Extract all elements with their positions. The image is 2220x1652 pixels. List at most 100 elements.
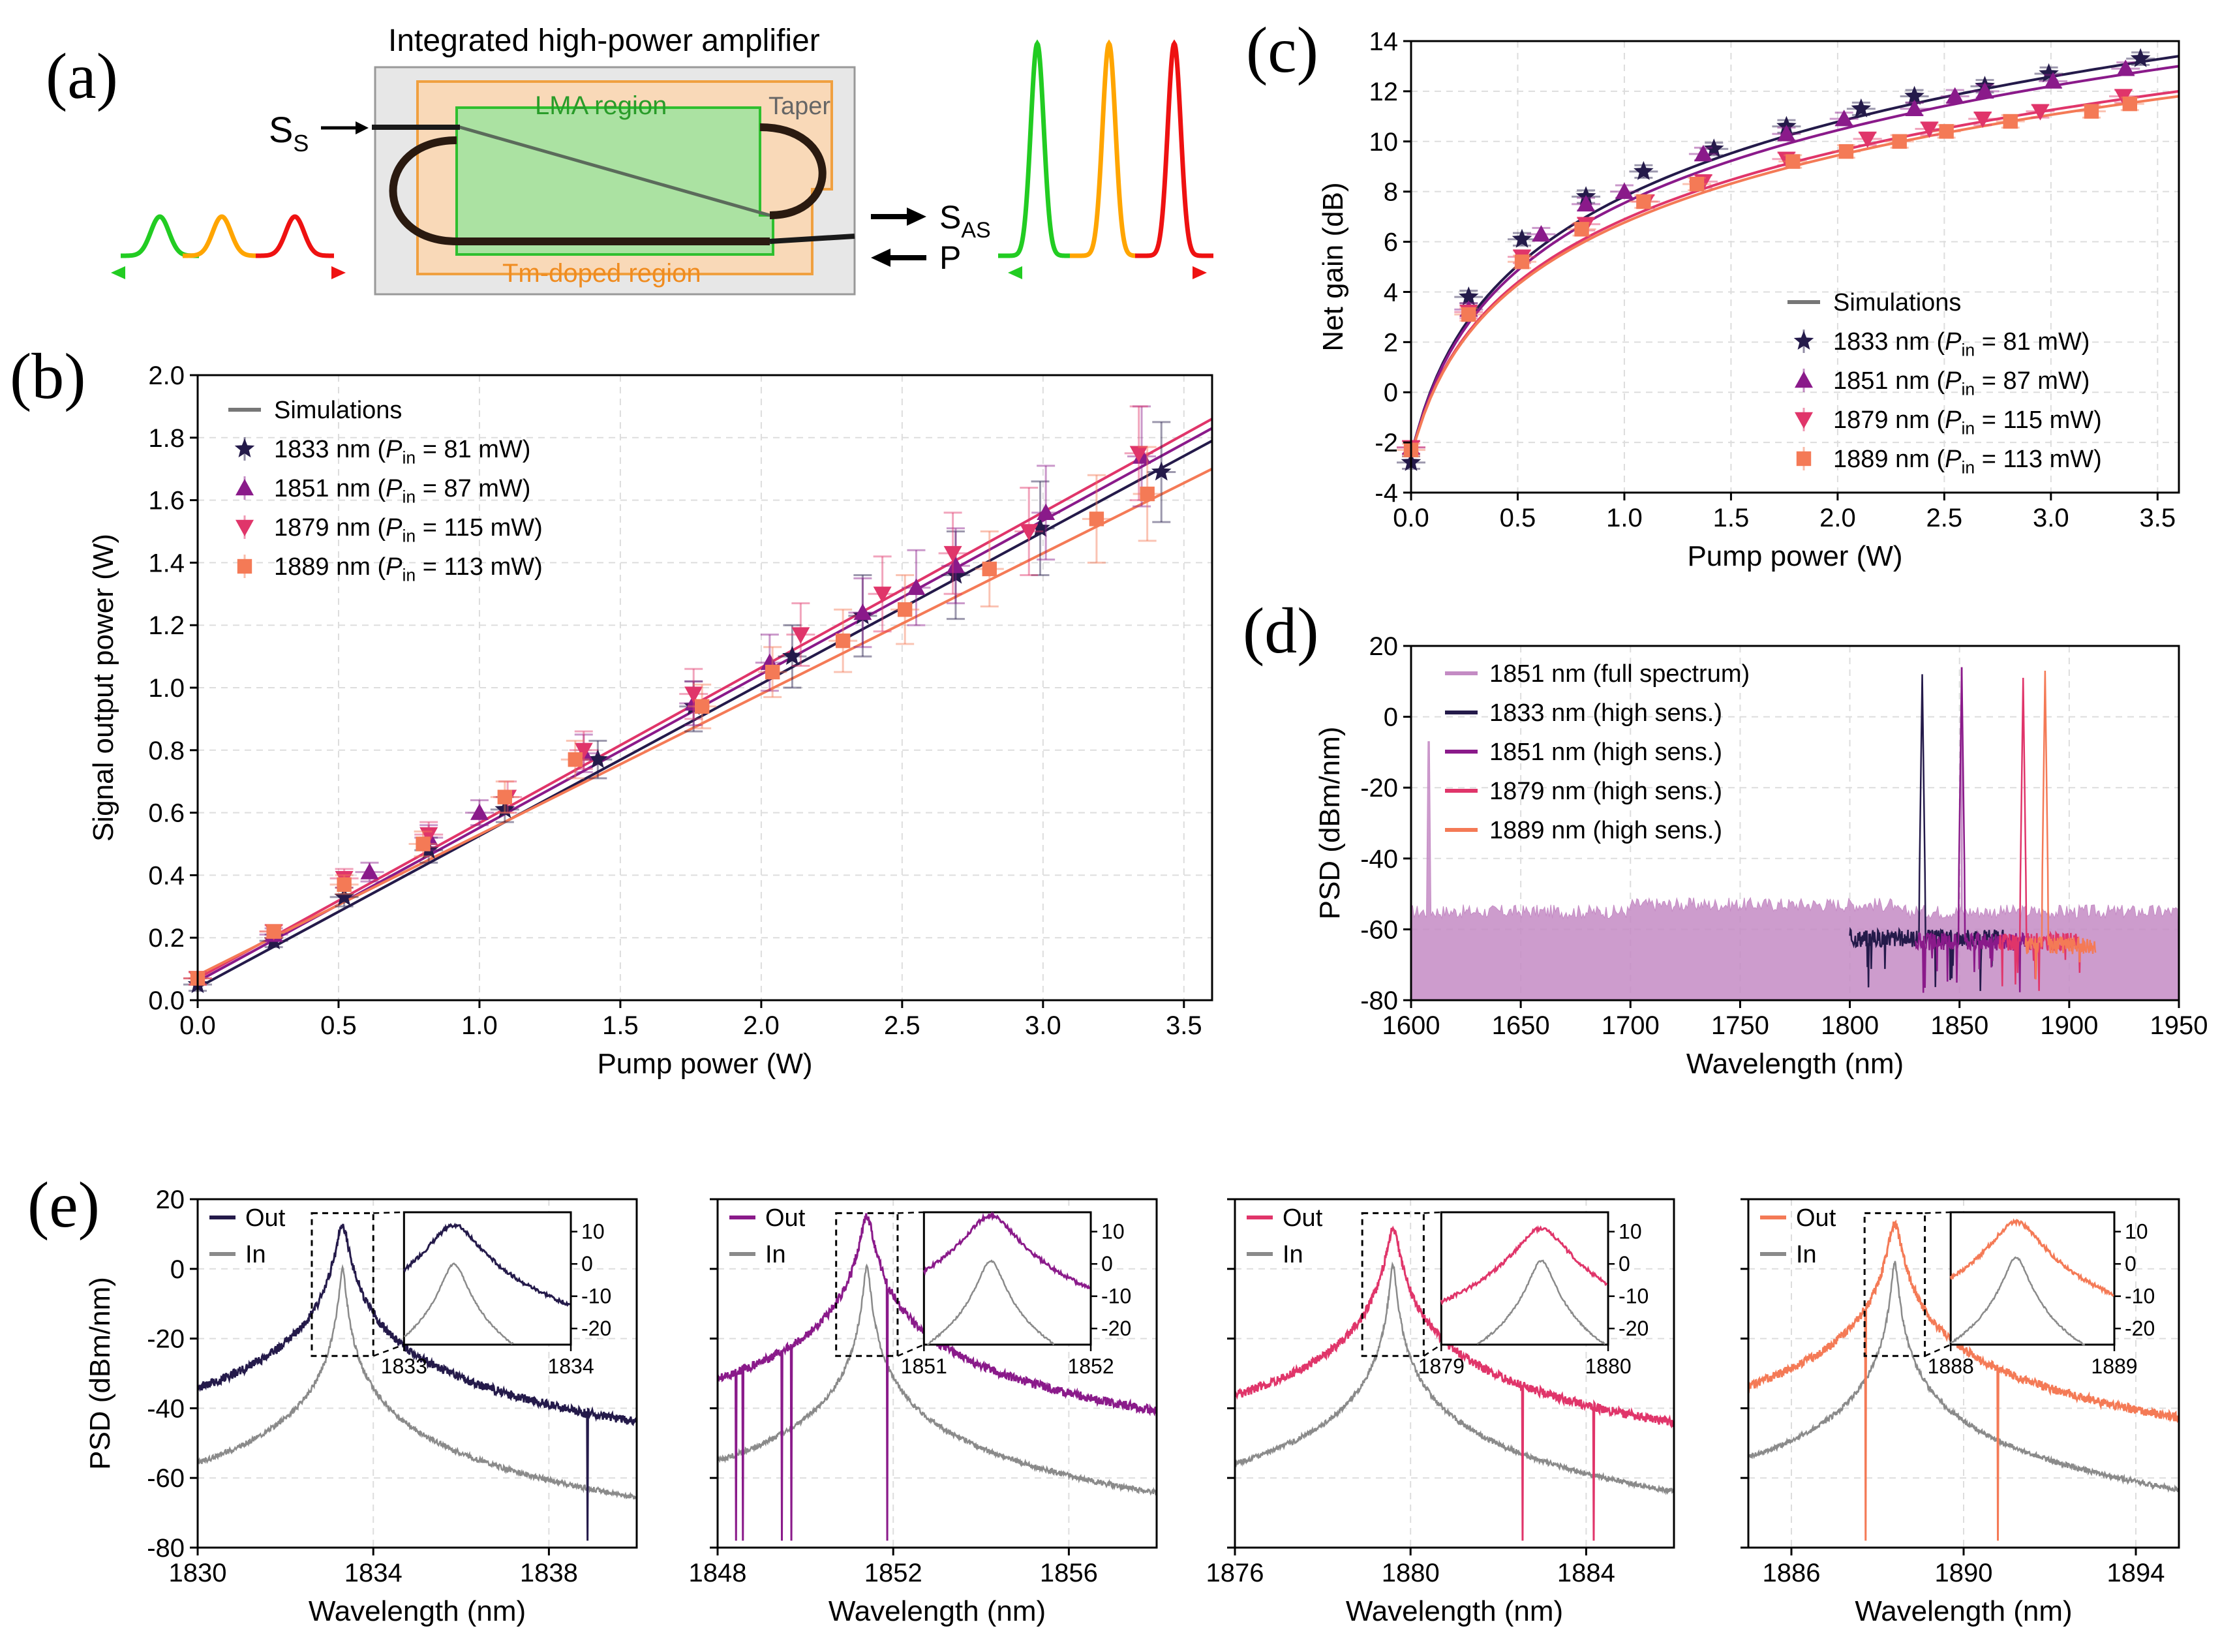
panel-b-xtick-label: 3.0	[1025, 1011, 1061, 1040]
pump-label: P	[939, 239, 961, 276]
panel-c-ytick-label: 6	[1384, 228, 1398, 257]
panel-e-0-inset-ytick-label: 0	[581, 1252, 593, 1276]
panel-a-letter: (a)	[46, 40, 118, 112]
panel-c-legend-marker	[1795, 371, 1813, 388]
panel-e-3-input-trace	[1747, 1261, 2180, 1493]
panel-c-chart: 0.0 0.5 1.0 1.5 2.0 2.5 3.0 3.5 -4 -2 0 2 4 6 8 10 12 14 P…	[1246, 14, 2180, 572]
panel-d-legend-label: 1851 nm (full spectrum)	[1489, 660, 1750, 688]
panel-b-marker-1851-nm	[853, 604, 872, 620]
panel-c-marker-1889-nm	[1786, 154, 1801, 169]
panel-d-frame	[1410, 645, 2180, 1002]
panel-e-0-inset-ytick-label: -20	[581, 1317, 611, 1340]
panel-e-1-frame	[716, 1198, 1158, 1549]
panel-e-2-zoom-connector	[1423, 1343, 1442, 1357]
panel-e-3-inset-output-trace	[1949, 1218, 2114, 1297]
panel-c-marker-1833-nm	[2039, 63, 2059, 83]
panel-d-legend-label: 1851 nm (high sens.)	[1489, 739, 1722, 766]
panel-b-ytick-label: 0.4	[148, 861, 185, 890]
panel-e-1-xtick-label: 1848	[689, 1559, 747, 1587]
panel-c-legend-marker	[1796, 451, 1812, 467]
panel-b-ytick-label: 1.2	[148, 611, 185, 640]
panel-e-3-inset-input-trace	[1950, 1256, 2085, 1346]
panel-b-marker-1833-nm	[945, 564, 966, 584]
panel-c-xtick-label: 2.0	[1819, 504, 1856, 532]
output-spectra-sketch	[998, 39, 1213, 279]
panel-b-legend-marker	[237, 558, 252, 574]
panel-b-marker-1833-nm	[1030, 517, 1050, 537]
panel-c-marker-1851-nm	[1615, 182, 1634, 199]
panel-b-ytick-label: 1.6	[148, 487, 185, 515]
panel-e-2-input-trace	[1234, 1261, 1675, 1495]
panel-e-0-xtick-label: 1830	[169, 1559, 227, 1587]
panel-e-0-ytick-label: -20	[147, 1325, 185, 1354]
panel-c-legend-entry: 1889 nm (Pin = 113 mW)	[1833, 446, 2102, 478]
panel-e-2-frame	[1234, 1198, 1675, 1549]
panel-d-xlabel: Wavelength (nm)	[1686, 1048, 1904, 1080]
panel-e-1-inset-ytick-label: -20	[1101, 1317, 1131, 1340]
panel-b-xtick-label: 3.5	[1166, 1011, 1202, 1040]
panel-d-xtick-label: 1600	[1382, 1011, 1440, 1040]
panel-d-ylabel: PSD (dBm/nm)	[1314, 727, 1346, 920]
panel-b-marker-1851-nm	[907, 578, 926, 595]
panel-d-letter: (d)	[1243, 594, 1319, 667]
panel-c-xtick-label: 0.5	[1500, 504, 1536, 532]
panel-e-1-zoom-connector	[897, 1211, 924, 1214]
panel-d-chart: 1600 1650 1700 1750 1800 1850 1900 1950 -80 -60 -4…	[1243, 594, 2208, 1080]
panel-c-marker-1879-nm	[1973, 111, 1992, 129]
panel-b-marker-1851-nm	[470, 803, 489, 820]
panel-b-marker-1889-nm	[497, 789, 513, 804]
waveguide-loop-right	[759, 123, 827, 219]
panel-b-legend-entry: 1851 nm (Pin = 87 mW)	[274, 475, 530, 507]
panel-b-marker-1851-nm	[946, 557, 965, 574]
panel-e-3-inset-xtick-label: 1888	[1928, 1354, 1974, 1378]
panel-e-0-zoom-box	[311, 1212, 374, 1357]
panel-c-letter: (c)	[1246, 14, 1318, 86]
panel-b-chart: 0.0 0.5 1.0 1.5 2.0 2.5 3.0 3.5 0.0 0.2 0.4 0.6 0.8 1…	[10, 340, 1213, 1080]
panel-e-2-inset-ytick-label: 10	[1619, 1220, 1642, 1244]
panel-b-xtick-label: 0.0	[179, 1011, 216, 1040]
panel-e-0-input-trace	[197, 1264, 637, 1500]
panel-e-2-inset-xtick-label: 1880	[1585, 1354, 1631, 1378]
panel-e-3-inset-xtick-label: 1889	[2091, 1354, 2137, 1378]
tm-label: Tm-doped region	[502, 259, 701, 288]
panel-e-3-legend-in-label: In	[1796, 1241, 1817, 1268]
panel-d-ytick-label: 20	[1369, 632, 1399, 661]
panel-e-1-zoom-connector	[897, 1343, 924, 1357]
panel-b-marker-1889-nm	[416, 836, 431, 851]
panel-e-3-inset-ytick-label: 10	[2125, 1220, 2148, 1244]
panel-c-marker-1889-nm	[1689, 176, 1705, 192]
panel-c-marker-1851-nm	[1834, 110, 1853, 127]
panel-b-legend-marker	[236, 519, 254, 536]
panel-b-legend-entry: 1879 nm (Pin = 115 mW)	[274, 514, 543, 546]
panel-e-1-xtick-label: 1856	[1040, 1559, 1098, 1587]
panel-c-marker-1851-nm	[2044, 72, 2063, 89]
panel-e-0-ytick-label: -40	[147, 1394, 185, 1423]
panel-e-1-zoom-box	[835, 1212, 899, 1357]
panel-e-3-xtick-label: 1890	[1935, 1559, 1993, 1587]
panel-e-3-xtick-label: 1886	[1763, 1559, 1821, 1587]
panel-b-ytick-label: 0.0	[148, 987, 185, 1015]
panel-c-marker-1879-nm	[1858, 131, 1877, 148]
panel-c-marker-1889-nm	[1838, 144, 1854, 159]
panel-b-sim-line-3	[197, 467, 1213, 977]
panel-b-xtick-label: 1.5	[602, 1011, 639, 1040]
panel-b-marker-1833-nm	[334, 886, 354, 906]
panel-e-0-xtick-label: 1838	[520, 1559, 578, 1587]
panel-e-2-inset-ytick-label: 0	[1619, 1252, 1630, 1276]
panel-c-marker-1833-nm	[1458, 286, 1479, 306]
panel-e-1-legend-out-label: Out	[765, 1204, 806, 1232]
wavelength-arrow-left	[111, 266, 125, 279]
panel-c-xtick-label: 1.0	[1606, 504, 1643, 532]
lma-label: LMA region	[535, 91, 667, 120]
panel-c-marker-1851-nm	[1777, 125, 1796, 142]
panel-c-xtick-label: 2.5	[1926, 504, 1963, 532]
panel-d-legend-label: 1889 nm (high sens.)	[1489, 817, 1722, 844]
panel-b-xlabel: Pump power (W)	[597, 1048, 812, 1080]
panel-e-chart: (e) 1830 1834 1838 -80 -60 -40 -20 0 20 PSD (dBm/n…	[27, 1169, 2180, 1627]
panel-e-1-inset-ytick-label: -10	[1101, 1285, 1131, 1308]
panel-e-0-inset-xtick-label: 1833	[381, 1354, 427, 1378]
panel-e-0-xtick-label: 1834	[344, 1559, 403, 1587]
panel-c-marker-1833-nm	[1634, 161, 1654, 180]
